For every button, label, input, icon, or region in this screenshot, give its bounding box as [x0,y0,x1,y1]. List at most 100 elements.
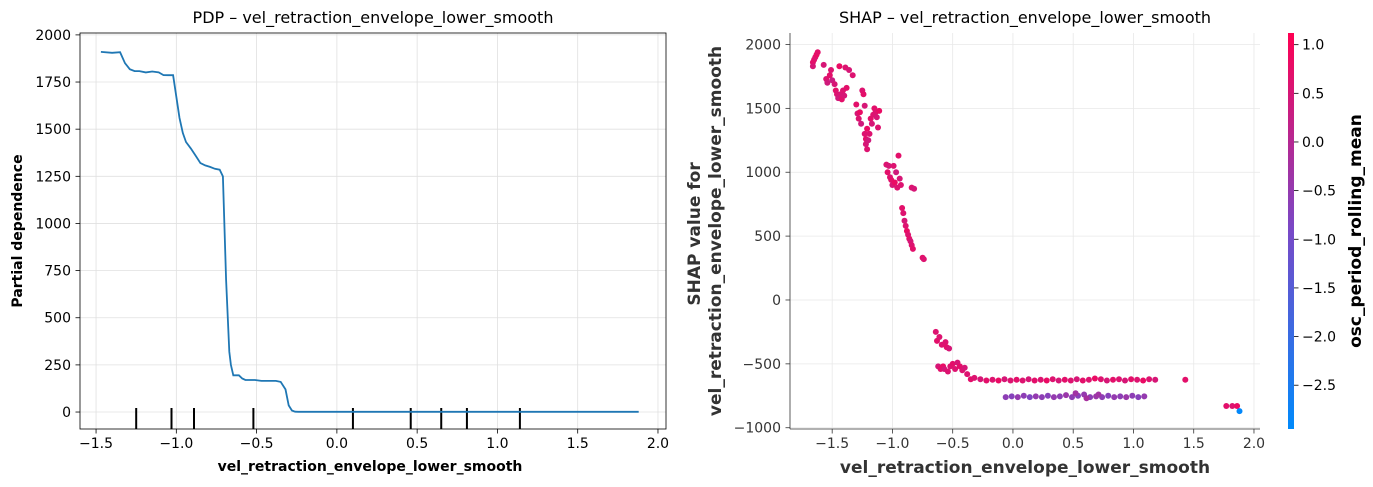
shap-point [899,205,906,211]
shap-point [1140,377,1147,384]
shap-x-tick-label: 1.0 [1122,436,1144,452]
shap-point [873,114,880,121]
shap-point [1128,376,1135,383]
pdp-y-label: Partial dependence [10,154,26,307]
shap-point [820,61,827,68]
pdp-title: PDP – vel_retraction_envelope_lower_smoo… [193,8,554,28]
shap-point [1056,393,1063,400]
shap-point [893,169,900,176]
shap-y-tick-label: 500 [754,229,781,245]
shap-plot: −1.5 −1.0 −0.5 0.0 0.5 1.0 1.5 2.0 −1000 −500 0 50… [685,8,1366,478]
shap-point [891,179,898,186]
pdp-y-tick-label: 2000 [35,28,71,44]
colorbar-tick-label: 1.0 [1302,38,1324,54]
shap-point [1182,376,1189,383]
shap-point [1116,376,1122,383]
shap-y-label-line-1: SHAP value for [685,162,705,306]
shap-point [865,137,872,144]
shap-point [841,92,848,99]
shap-point [1007,377,1014,384]
shap-y-tick-label: 1500 [745,101,781,117]
shap-point [946,345,953,352]
shap-point [1234,403,1241,409]
shap-point [1141,393,1148,400]
shap-point [989,376,996,383]
shap-point [864,146,871,153]
shap-x-tick-label: 1.5 [1183,436,1205,452]
colorbar-tick-label: 0.5 [1302,86,1324,102]
shap-point [900,210,907,217]
pdp-x-tick-label: −1.5 [79,436,113,452]
shap-y-tick-label: 0 [772,293,781,309]
shap-point [1110,376,1116,383]
colorbar-tick-label: −2.0 [1302,330,1336,346]
pdp-y-tick-label: 500 [44,311,71,327]
shap-point [1073,376,1080,383]
shap-point [952,366,959,372]
shap-point [942,339,949,346]
shap-point [902,222,909,229]
shap-point [1129,392,1136,399]
colorbar [1288,33,1294,429]
shap-x-tick-label: 0.5 [1062,436,1084,452]
shap-point [843,84,850,91]
shap-point [1049,376,1056,383]
pdp-y-tick-label: 750 [44,264,71,280]
shap-point [875,124,881,131]
shap-point [896,175,903,182]
shap-point [961,364,968,371]
shap-point [1152,376,1159,383]
shap-point [1083,395,1090,402]
shap-point [1050,394,1057,401]
shap-point [890,162,897,169]
pdp-y-tick-label: 250 [44,358,71,374]
shap-point [885,162,892,169]
shap-point [964,371,971,378]
shap-y-label: SHAP value for vel_retraction_envelope_l… [685,46,726,416]
shap-point [995,377,1002,384]
shap-point [977,376,984,383]
pdp-x-label: vel_retraction_envelope_lower_smooth [218,459,523,475]
shap-point [876,107,883,114]
shap-point [1069,394,1075,401]
shap-point [1134,376,1141,383]
shap-point [868,120,875,127]
shap-x-tick-label: −1.0 [875,436,909,452]
shap-point [866,130,873,137]
shap-point [1067,377,1074,384]
shap-y-label-line-2: vel_retraction_envelope_lower_smooth [706,46,726,416]
shap-point [1025,376,1032,383]
shap-points [809,49,1243,415]
shap-point [1072,390,1079,397]
shap-point [1117,393,1124,400]
shap-point [1122,377,1128,384]
shap-y-tick-label: −1000 [734,421,781,437]
shap-point [1135,394,1142,401]
shap-point [1103,377,1110,384]
colorbar-tick-label: 0.0 [1302,135,1324,151]
pdp-x-tick-label: 1.5 [567,436,589,452]
pdp-gridlines [80,33,666,429]
shap-point [1043,377,1050,384]
shap-y-tick-label: −500 [743,357,781,373]
shap-y-tick-label: 2000 [745,37,781,53]
shap-point [1014,394,1021,401]
shap-point [1123,394,1130,401]
shap-point [1111,394,1118,401]
shap-point [1236,408,1243,415]
shap-point [1038,394,1045,401]
shap-point [1105,392,1112,399]
shap-point [824,79,831,86]
colorbar-ticks: −2.5 −2.0 −1.5 −1.0 −0.5 0.0 0.5 1.0 [1294,38,1336,394]
shap-x-tick-label: −1.5 [815,436,849,452]
pdp-x-tick-label: 0.5 [406,436,428,452]
pdp-x-tick-label: 0.0 [326,436,348,452]
pdp-y-ticks: 0 250 500 750 1000 1250 1500 1750 2000 [35,28,80,421]
shap-point [1097,376,1104,383]
shap-point [1044,392,1051,399]
pdp-x-tick-label: 2.0 [647,436,669,452]
shap-point [897,182,904,188]
shap-y-tick-label: 1000 [745,165,781,181]
pdp-y-tick-label: 1500 [35,122,71,138]
shap-point [983,377,990,384]
